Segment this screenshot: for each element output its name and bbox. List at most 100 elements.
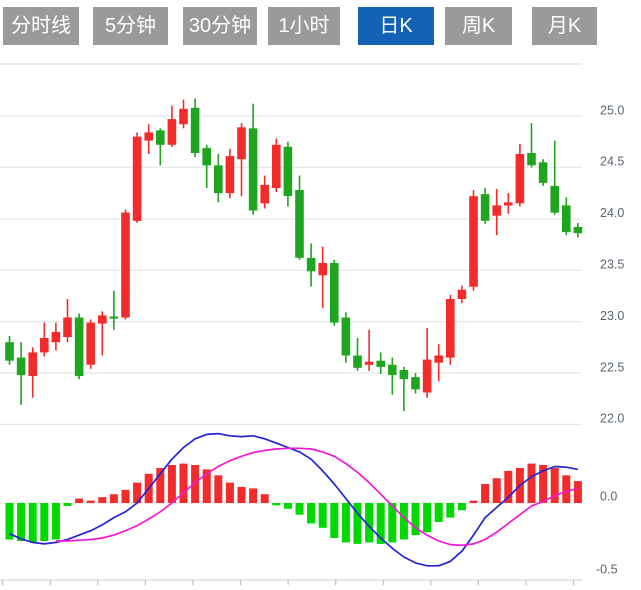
- candle-body: [306, 257, 316, 272]
- macd-bar: [550, 468, 559, 503]
- dif-line: [9, 432, 579, 567]
- candle-body: [480, 194, 490, 221]
- tab-30min[interactable]: 30分钟: [183, 7, 257, 45]
- macd-bar: [249, 488, 258, 503]
- candle-body: [550, 185, 559, 213]
- candle-body: [446, 299, 455, 358]
- macd-bar: [562, 475, 571, 503]
- tab-monthly-k[interactable]: 月K: [532, 7, 597, 45]
- macd-bar: [133, 482, 142, 503]
- candle-body: [74, 317, 84, 377]
- candle-body: [167, 119, 177, 145]
- macd-bar: [295, 503, 304, 515]
- candle-body: [399, 369, 409, 380]
- macd-bar: [40, 503, 49, 541]
- candle-body: [388, 364, 397, 376]
- macd-bar: [5, 503, 14, 540]
- candle-body: [121, 212, 130, 318]
- candle-body: [411, 377, 420, 390]
- candle-body: [132, 136, 142, 221]
- macd-bar: [260, 494, 269, 503]
- candle-body: [434, 355, 443, 363]
- x-axis-ticks: [2, 580, 575, 585]
- macd-bar: [504, 470, 513, 503]
- candle-body: [98, 315, 107, 324]
- macd-bar: [225, 482, 234, 503]
- macd-bar: [75, 498, 84, 503]
- candle-body: [538, 162, 548, 183]
- candle-body: [376, 360, 385, 367]
- price-tick-label: 24.0: [600, 206, 624, 220]
- candle-body: [63, 317, 72, 337]
- candle-body: [295, 190, 304, 258]
- candle-body: [248, 128, 258, 211]
- macd-bar: [202, 469, 211, 503]
- candle-body: [492, 205, 501, 216]
- price-tick-label: 24.5: [600, 155, 624, 169]
- candle-body: [5, 342, 14, 361]
- macd-bar: [272, 503, 281, 506]
- candle-body: [515, 154, 525, 204]
- macd-bar: [156, 468, 165, 503]
- tab-daily-k[interactable]: 日K: [358, 7, 434, 45]
- macd-bar: [237, 486, 246, 503]
- macd-bar: [283, 503, 292, 509]
- macd-bar: [86, 500, 95, 503]
- macd-bar: [167, 465, 176, 503]
- period-toolbar: 分时线 5分钟 30分钟 1小时 日K 周K 月K: [0, 0, 641, 56]
- macd-bar: [539, 465, 548, 503]
- candle-body: [86, 322, 95, 365]
- candle-body: [341, 317, 351, 356]
- macd-bar: [214, 475, 223, 503]
- macd-tick-label: 0.0: [600, 489, 617, 503]
- price-tick-label: 23.5: [600, 257, 624, 271]
- macd-bar: [527, 463, 536, 503]
- tab-1hour[interactable]: 1小时: [268, 7, 340, 45]
- macd-bar: [469, 500, 478, 503]
- price-tick-label: 23.0: [600, 309, 624, 323]
- macd-bar: [307, 503, 316, 524]
- macd-bar: [17, 503, 26, 541]
- macd-bar: [492, 478, 501, 503]
- candle-body: [28, 352, 37, 376]
- macd-bar: [446, 503, 455, 518]
- price-tick-label: 22.0: [600, 412, 624, 426]
- price-tick-label: 25.0: [600, 103, 624, 117]
- tab-minute-line[interactable]: 分时线: [3, 7, 79, 45]
- tab-5min[interactable]: 5分钟: [93, 7, 168, 45]
- macd-bar: [191, 465, 200, 503]
- candle-body: [190, 107, 200, 153]
- candle-body: [16, 357, 26, 376]
- candle-body: [457, 289, 467, 299]
- macd-bar: [573, 481, 582, 503]
- macd-bar: [434, 503, 443, 522]
- macd-bar: [109, 494, 118, 503]
- candle-body: [469, 196, 478, 287]
- candle-body: [562, 205, 571, 233]
- candle-body: [527, 153, 536, 166]
- candle-body: [364, 361, 374, 365]
- candle-body: [40, 338, 49, 353]
- candle-body: [283, 146, 293, 197]
- candle-body: [179, 108, 188, 125]
- candle-body: [225, 156, 235, 194]
- macd-bar: [411, 503, 420, 536]
- candle-body: [353, 355, 362, 368]
- y-axis-labels: 25.0 24.5 24.0 23.5 23.0 22.5 22.0 0.0 -0.5: [596, 103, 624, 576]
- macd-bar: [365, 503, 374, 543]
- macd-bar: [376, 503, 385, 544]
- macd-bar: [399, 503, 408, 540]
- candle-body: [214, 165, 223, 194]
- candle-body: [109, 316, 119, 319]
- tab-weekly-k[interactable]: 周K: [445, 7, 512, 45]
- candle-body: [51, 331, 61, 343]
- macd-bar: [179, 463, 188, 503]
- macd-bar: [423, 503, 432, 533]
- candlestick-series: [5, 98, 583, 411]
- macd-bar: [63, 503, 72, 506]
- macd-bar: [481, 484, 490, 503]
- candle-body: [504, 202, 513, 206]
- macd-bar: [353, 503, 362, 544]
